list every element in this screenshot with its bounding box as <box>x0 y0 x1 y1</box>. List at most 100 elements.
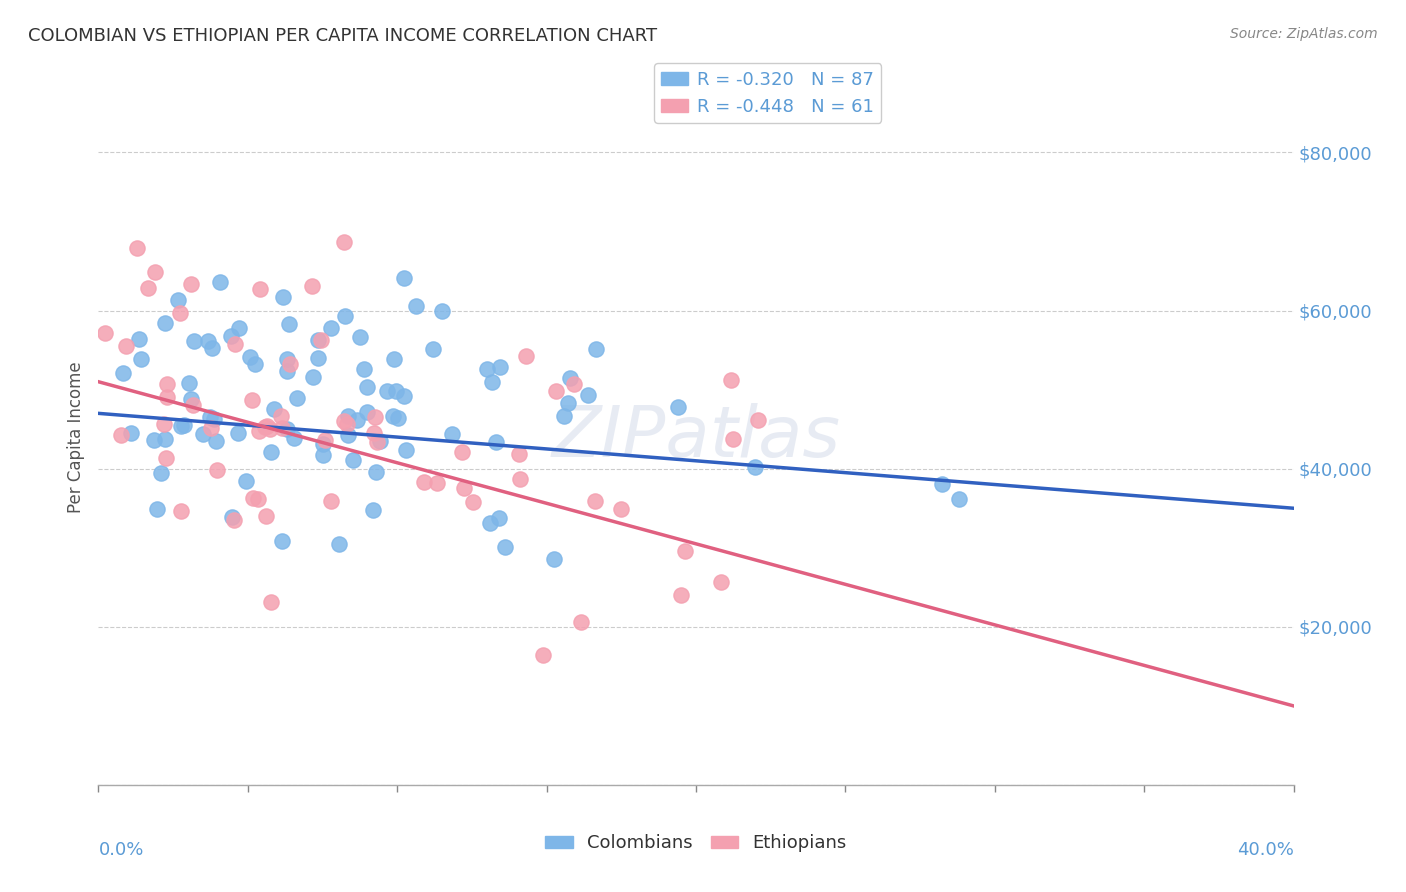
Point <box>285 391 308 405</box>
Point <box>336 428 359 442</box>
Point <box>558 371 581 385</box>
Point <box>335 417 357 432</box>
Point <box>239 350 262 364</box>
Point <box>228 321 250 335</box>
Point <box>271 534 294 549</box>
Point <box>208 275 231 289</box>
Point <box>311 449 333 463</box>
Point <box>121 425 143 440</box>
Point <box>948 491 970 506</box>
Point <box>170 419 193 434</box>
Point <box>125 241 148 255</box>
Point <box>224 336 246 351</box>
Point <box>385 384 408 399</box>
Point <box>243 357 266 371</box>
Point <box>531 648 554 662</box>
Point <box>569 615 592 629</box>
Point <box>136 281 159 295</box>
Point <box>337 409 360 424</box>
Point <box>342 452 364 467</box>
Point <box>585 342 607 356</box>
Point <box>143 265 166 279</box>
Point <box>432 304 454 318</box>
Point <box>392 271 415 285</box>
Point <box>553 409 575 423</box>
Point <box>387 411 409 425</box>
Point <box>202 412 225 426</box>
Point <box>260 594 283 608</box>
Point <box>426 475 449 490</box>
Point <box>201 341 224 355</box>
Point <box>128 332 150 346</box>
Point <box>441 427 464 442</box>
Point <box>156 377 179 392</box>
Point <box>283 431 305 445</box>
Point <box>301 279 323 293</box>
Point <box>453 481 475 495</box>
Point <box>256 419 278 434</box>
Point <box>478 516 501 530</box>
Point <box>349 330 371 344</box>
Point <box>319 493 342 508</box>
Point <box>314 433 336 447</box>
Point <box>375 384 398 399</box>
Point <box>576 387 599 401</box>
Point <box>382 409 405 424</box>
Point <box>156 390 179 404</box>
Point <box>346 413 368 427</box>
Point <box>332 235 354 249</box>
Point <box>173 417 195 432</box>
Point <box>361 503 384 517</box>
Point <box>488 510 510 524</box>
Point <box>111 366 134 380</box>
Point <box>509 473 531 487</box>
Point <box>319 321 342 335</box>
Point <box>720 374 742 388</box>
Point <box>463 495 485 509</box>
Point <box>271 290 294 304</box>
Point <box>368 434 391 449</box>
Point <box>150 467 173 481</box>
Point <box>200 409 222 424</box>
Point <box>94 326 117 341</box>
Point <box>204 434 226 448</box>
Point <box>263 401 285 416</box>
Point <box>301 370 323 384</box>
Point <box>242 491 264 505</box>
Point <box>183 398 205 412</box>
Point <box>395 442 418 457</box>
Point <box>276 422 298 436</box>
Point <box>451 444 474 458</box>
Point <box>254 508 277 523</box>
Point <box>246 491 269 506</box>
Point <box>197 334 219 348</box>
Point <box>710 575 733 590</box>
Point <box>309 333 332 347</box>
Point <box>129 352 152 367</box>
Point <box>747 413 769 427</box>
Text: COLOMBIAN VS ETHIOPIAN PER CAPITA INCOME CORRELATION CHART: COLOMBIAN VS ETHIOPIAN PER CAPITA INCOME… <box>28 27 657 45</box>
Point <box>583 494 606 508</box>
Point <box>489 359 512 374</box>
Point <box>142 434 165 448</box>
Legend: Colombians, Ethiopians: Colombians, Ethiopians <box>538 827 853 859</box>
Point <box>311 436 333 450</box>
Point <box>364 466 387 480</box>
Point <box>515 349 537 363</box>
Point <box>260 445 283 459</box>
Point <box>413 475 436 490</box>
Point <box>382 351 405 366</box>
Point <box>226 425 249 440</box>
Point <box>253 419 276 434</box>
Point <box>328 537 350 551</box>
Point <box>356 405 378 419</box>
Point <box>110 427 132 442</box>
Point <box>177 376 200 390</box>
Point <box>405 299 427 313</box>
Point <box>169 306 191 320</box>
Point <box>475 362 498 376</box>
Point <box>249 282 271 296</box>
Point <box>153 316 176 330</box>
Point <box>392 389 415 403</box>
Point <box>562 376 585 391</box>
